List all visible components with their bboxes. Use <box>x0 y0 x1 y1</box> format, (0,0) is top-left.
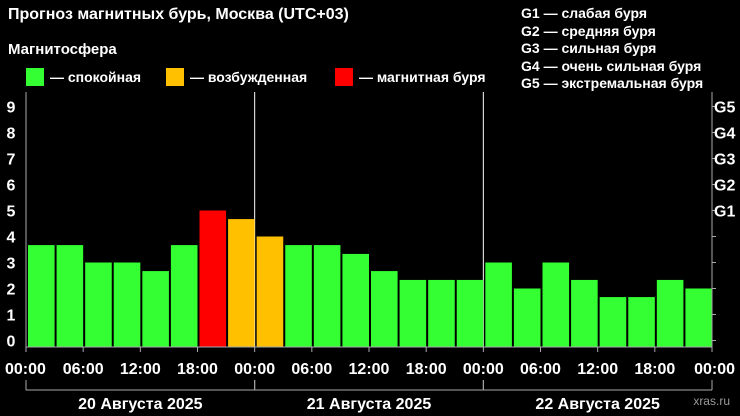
y-tick-label: 0 <box>7 334 16 351</box>
x-tick-label: 06:00 <box>63 361 104 378</box>
legend-item-storm: — магнитная буря <box>335 66 486 88</box>
day-label: 21 Августа 2025 <box>307 396 432 413</box>
g-scale-item: G1 — слабая буря <box>521 5 648 21</box>
chart-subtitle: Магнитосфера <box>8 41 117 58</box>
kp-bar <box>371 271 398 347</box>
g-scale-legend: G1 — слабая буря G2 — средняя буря G3 — … <box>521 5 703 93</box>
kp-bar <box>113 262 141 347</box>
kp-bar <box>342 253 369 347</box>
y-tick-label: 1 <box>7 308 16 325</box>
y-tick-label: 4 <box>7 230 16 247</box>
legend-swatch-storm <box>335 68 353 86</box>
kp-bar <box>170 245 198 347</box>
kp-bar <box>228 219 255 347</box>
kp-bar <box>256 236 284 347</box>
watermark: xras.ru <box>693 394 730 408</box>
right-g-label: G1 <box>714 204 735 221</box>
g-scale-item: G2 — средняя буря <box>521 22 656 39</box>
kp-bar <box>685 288 712 347</box>
kp-bar <box>428 279 455 347</box>
g-scale-item: G4 — очень сильная буря <box>521 57 702 74</box>
kp-bar <box>656 279 684 347</box>
day-label: 22 Августа 2025 <box>535 396 660 413</box>
right-g-label: G4 <box>714 126 735 143</box>
kp-bar <box>485 262 512 347</box>
kp-bar <box>599 297 627 347</box>
x-tick-label: 06:00 <box>291 361 332 378</box>
x-tick-label: 06:00 <box>520 361 561 378</box>
x-tick-label: 18:00 <box>406 361 447 378</box>
g-scale-item: G5 — экстремальная буря <box>521 75 704 91</box>
right-g-label: G2 <box>714 178 735 195</box>
legend-swatch-quiet <box>26 68 44 86</box>
chart-title: Прогноз магнитных бурь, Москва (UTC+03) <box>8 6 349 23</box>
g-scale-item: G3 — сильная буря <box>521 40 657 56</box>
x-tick-label: 12:00 <box>120 361 161 378</box>
day-label: 20 Августа 2025 <box>78 396 203 413</box>
kp-bar <box>399 279 427 347</box>
legend-swatch-active <box>166 68 184 86</box>
kp-bar <box>142 271 169 347</box>
legend-item-active: — возбужденная <box>166 66 307 88</box>
kp-bar <box>313 245 341 347</box>
x-tick-label: 18:00 <box>634 361 675 378</box>
y-tick-label: 3 <box>7 256 16 273</box>
kp-bar <box>85 262 112 347</box>
kp-bar <box>285 245 312 347</box>
kp-bar <box>199 210 227 347</box>
kp-bar <box>513 288 541 347</box>
kp-bar <box>456 279 484 347</box>
y-tick-label: 7 <box>7 152 16 169</box>
y-tick-label: 2 <box>7 282 16 299</box>
kp-bar <box>628 297 655 347</box>
y-tick-label: 6 <box>7 178 16 195</box>
kp-bar <box>571 279 598 347</box>
legend-label-storm: — магнитная буря <box>359 69 486 85</box>
legend-label-active: — возбужденная <box>190 69 308 85</box>
legend-item-quiet: — спокойная <box>26 66 141 88</box>
x-tick-label: 12:00 <box>349 361 390 378</box>
x-tick-label: 00:00 <box>463 361 504 378</box>
right-g-label: G5 <box>714 100 735 117</box>
y-tick-label: 9 <box>7 100 16 117</box>
legend-label-quiet: — спокойная <box>50 69 142 85</box>
kp-bar <box>542 262 570 347</box>
y-tick-label: 5 <box>7 204 16 221</box>
x-tick-label: 00:00 <box>694 361 735 378</box>
right-g-label: G3 <box>714 152 735 169</box>
x-tick-label: 18:00 <box>177 361 218 378</box>
x-tick-label: 12:00 <box>577 361 618 378</box>
y-tick-label: 8 <box>7 126 16 143</box>
x-tick-label: 00:00 <box>234 361 275 378</box>
kp-bar <box>56 245 84 347</box>
x-tick-label: 00:00 <box>5 361 46 378</box>
kp-bar <box>28 245 55 347</box>
